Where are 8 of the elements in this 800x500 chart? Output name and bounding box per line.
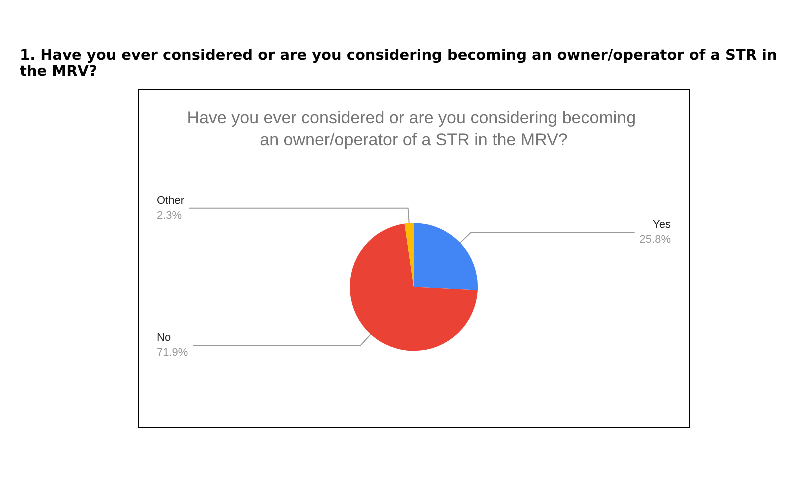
slice-label: No <box>157 332 172 344</box>
data-label: 71.9% <box>157 347 188 360</box>
chart-title: Have you ever considered or are you considering becoming an owner/operator of a STR in the MRV? <box>187 108 641 150</box>
slice-label: Yes <box>653 219 672 232</box>
slice-label: Other <box>157 194 185 207</box>
data-label: 2.3% <box>157 210 182 222</box>
text: 1. Have you ever considered or are you considering becoming an owner/operator of a STR in the MRV? <box>20 48 778 80</box>
data-label: 25.8% <box>640 234 672 246</box>
